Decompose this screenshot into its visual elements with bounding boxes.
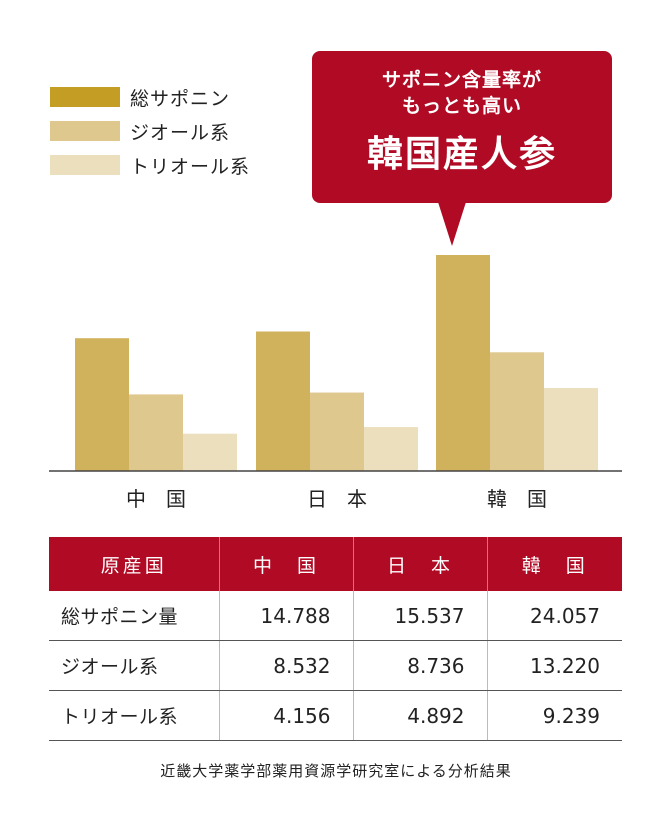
legend-swatch-total-saponin — [50, 87, 120, 107]
table-header-korea: 韓 国 — [486, 537, 622, 591]
legend-item-diol: ジオール系 — [50, 114, 250, 148]
table-header-row: 原産国 中 国 日 本 韓 国 — [49, 537, 622, 591]
x-tick-label-china: 中 国 — [126, 487, 186, 511]
table-header-china: 中 国 — [218, 537, 353, 591]
table-cell: 4.156 — [218, 690, 353, 741]
table-row: トリオール系 4.156 4.892 9.239 — [49, 690, 622, 741]
callout-box: サポニン含量率が もっとも高い 韓国産人参 — [312, 51, 612, 203]
bar-diol-japan — [310, 392, 364, 471]
table-cell: 24.057 — [486, 591, 622, 641]
bar-triol-korea — [544, 388, 598, 471]
bar-total-saponin-japan — [256, 331, 310, 471]
bar-chart: 中 国日 本韓 国 — [49, 255, 622, 511]
bar-diol-china — [129, 394, 183, 471]
callout-pointer — [438, 202, 466, 246]
bar-total-saponin-korea — [436, 255, 490, 471]
table-cell: 15.537 — [352, 591, 487, 641]
bar-triol-china — [183, 433, 237, 471]
x-tick-label-korea: 韓 国 — [487, 487, 547, 511]
legend-label-total-saponin: 総サポニン — [130, 87, 231, 110]
table-cell: 8.532 — [218, 640, 353, 691]
legend-item-total-saponin: 総サポニン — [50, 80, 250, 114]
legend-item-triol: トリオール系 — [50, 148, 250, 182]
table-header-japan: 日 本 — [352, 537, 487, 591]
legend: 総サポニン ジオール系 トリオール系 — [50, 80, 250, 182]
bar-diol-korea — [490, 352, 544, 471]
table-row-label: ジオール系 — [49, 640, 219, 691]
x-tick-label-japan: 日 本 — [307, 487, 367, 511]
legend-swatch-diol — [50, 121, 120, 141]
table-row-label: トリオール系 — [49, 690, 219, 741]
data-table: 原産国 中 国 日 本 韓 国 総サポニン量 14.788 15.537 24.… — [49, 537, 622, 741]
table-row: 総サポニン量 14.788 15.537 24.057 — [49, 591, 622, 641]
table-cell: 9.239 — [486, 690, 622, 741]
callout-line-1: サポニン含量率が — [381, 69, 542, 91]
source-note: 近畿大学薬学部薬用資源学研究室による分析結果 — [160, 762, 512, 780]
table-row: ジオール系 8.532 8.736 13.220 — [49, 640, 622, 691]
legend-swatch-triol — [50, 155, 120, 175]
bar-total-saponin-china — [75, 338, 129, 471]
table-cell: 14.788 — [218, 591, 353, 641]
table-cell: 13.220 — [486, 640, 622, 691]
bar-triol-japan — [364, 427, 418, 471]
table-cell: 4.892 — [352, 690, 487, 741]
table-header-origin: 原産国 — [49, 537, 219, 591]
table-row-label: 総サポニン量 — [49, 591, 219, 641]
table-cell: 8.736 — [352, 640, 487, 691]
legend-label-diol: ジオール系 — [130, 121, 231, 144]
callout-line-2: もっとも高い — [401, 95, 522, 117]
callout-title: 韓国産人参 — [366, 134, 557, 175]
legend-label-triol: トリオール系 — [130, 155, 251, 178]
